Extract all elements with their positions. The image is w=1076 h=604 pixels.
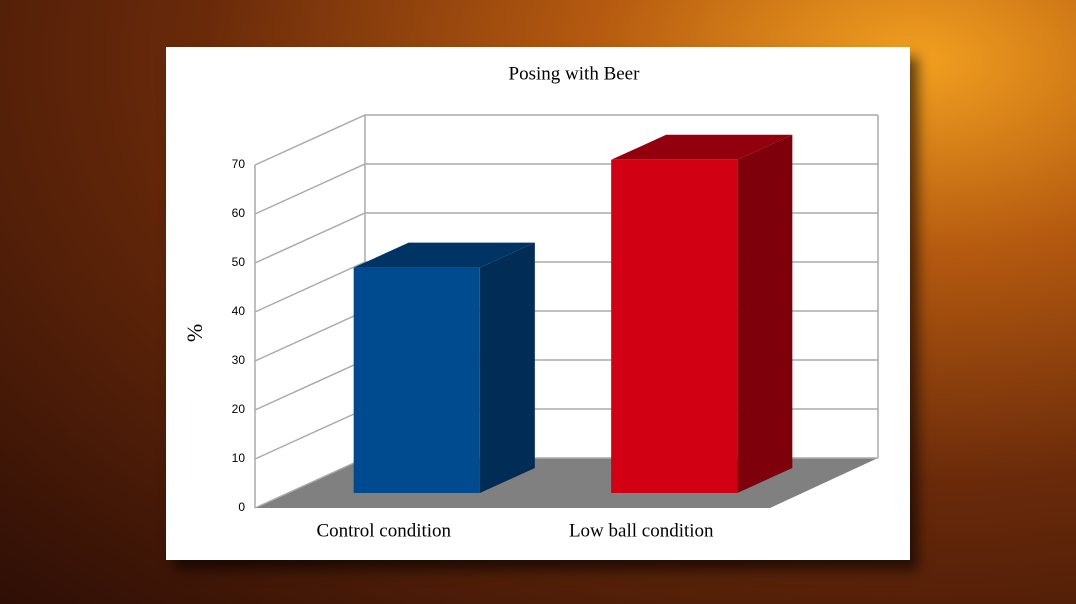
chart-title: Posing with Beer — [509, 63, 641, 84]
y-tick-label: 60 — [232, 206, 246, 220]
bar — [353, 267, 480, 493]
bar — [611, 159, 738, 494]
bar-top — [353, 242, 535, 268]
y-tick-label: 30 — [232, 353, 246, 367]
x-tick-label: Control condition — [316, 520, 451, 541]
y-tick-label: 20 — [232, 402, 246, 416]
bar-top — [611, 134, 793, 160]
y-axis-label: % — [182, 324, 207, 342]
bar-side — [479, 242, 535, 493]
y-tick-label: 40 — [232, 304, 246, 318]
bar-side — [737, 134, 793, 494]
grid-line — [254, 114, 878, 166]
y-tick-label: 0 — [238, 500, 245, 514]
y-tick-label: 10 — [232, 451, 246, 465]
y-tick-label: 50 — [232, 255, 246, 269]
x-tick-label: Low ball condition — [569, 520, 714, 541]
y-tick-label: 70 — [232, 157, 246, 171]
